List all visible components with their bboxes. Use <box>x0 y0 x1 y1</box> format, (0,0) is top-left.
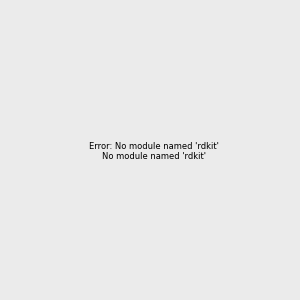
Text: Error: No module named 'rdkit'
No module named 'rdkit': Error: No module named 'rdkit' No module… <box>89 142 219 161</box>
